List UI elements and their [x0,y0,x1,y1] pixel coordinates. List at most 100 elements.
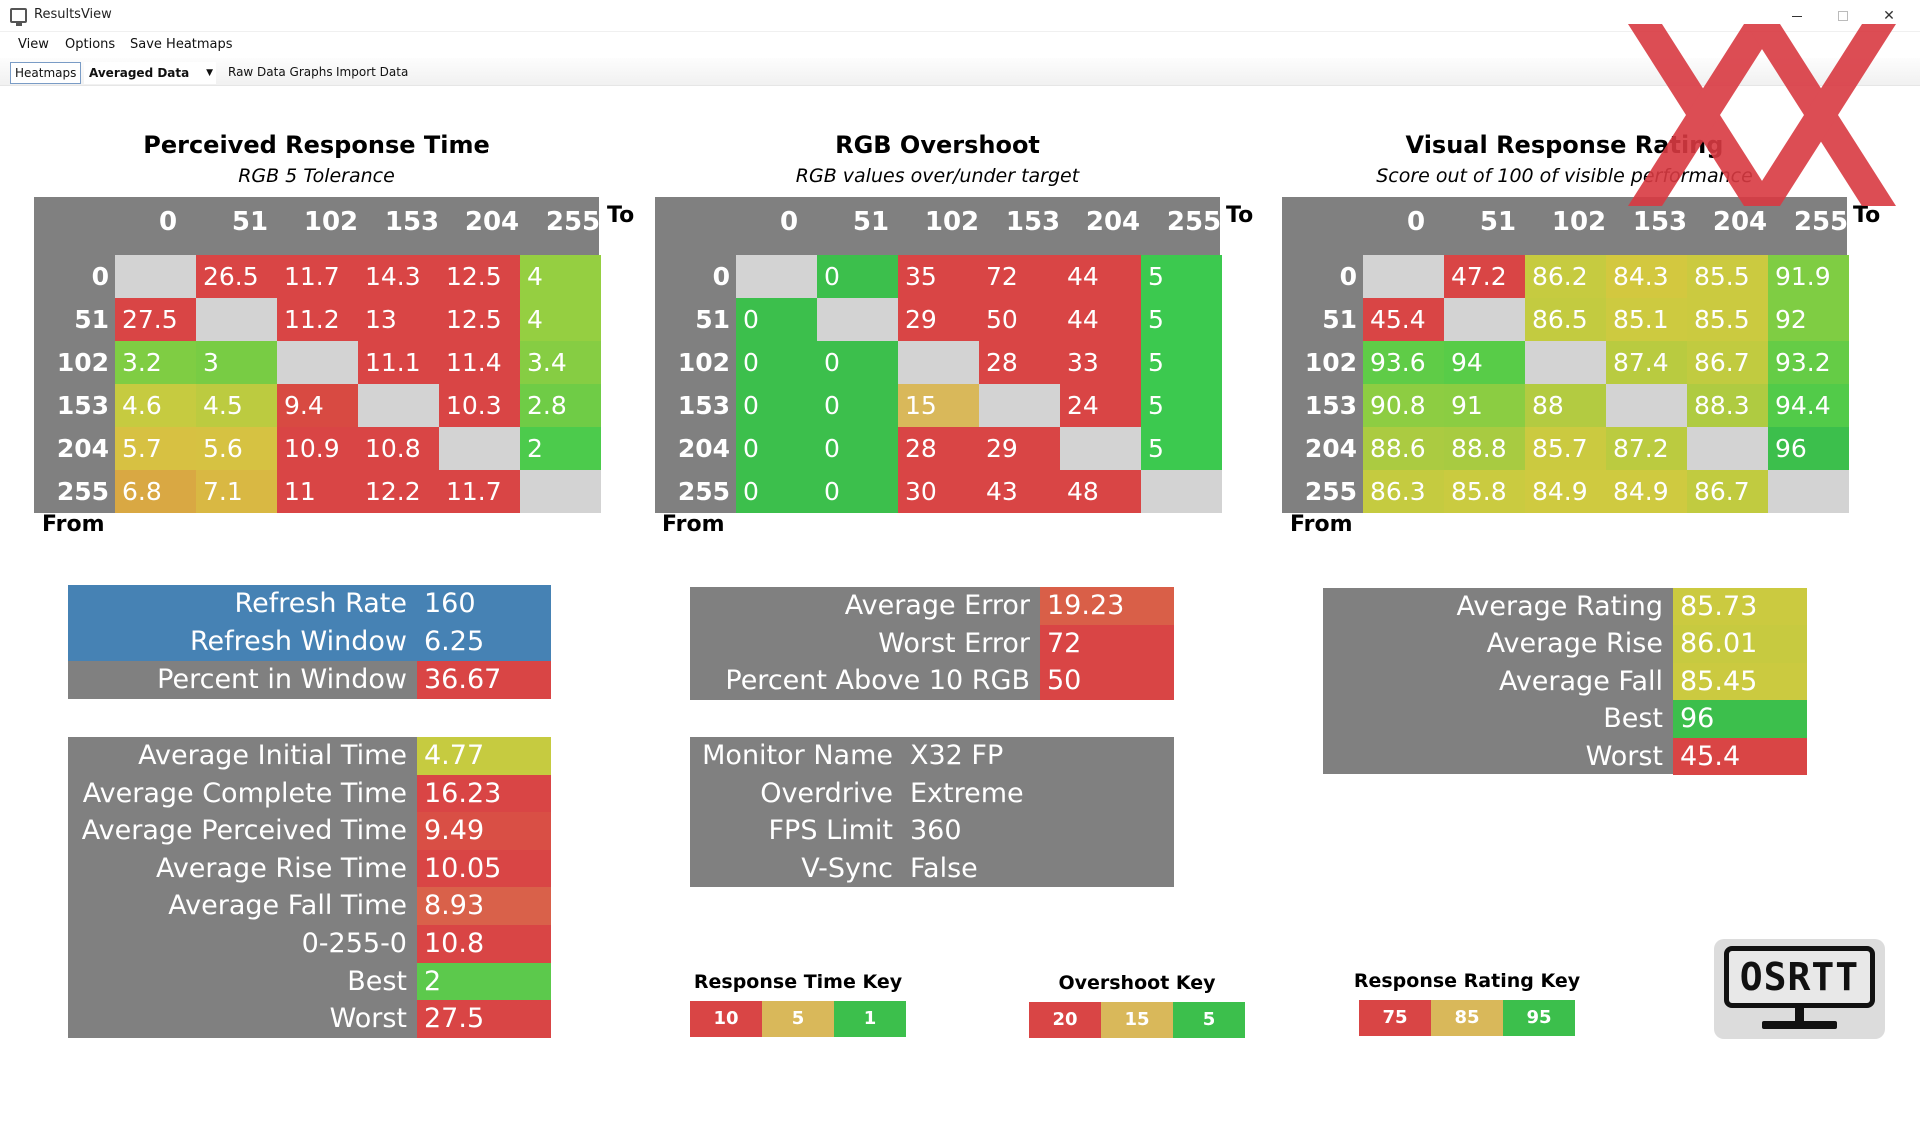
column-label: 255 [1793,207,1849,237]
heatmap-cell [277,341,358,384]
column-label: 153 [384,207,440,237]
stat-row: Worst Error 72 [690,624,1174,663]
heatmap-cell: 96 [1768,427,1849,470]
heatmap-cell: 5 [1141,255,1222,298]
stat-row: Overdrive Extreme [690,775,1174,813]
stat-value: X32 FP [910,740,1004,771]
stat-row: Best 2 [68,962,551,1001]
heatmap-cell: 92 [1768,298,1849,341]
heatmap-cell [898,341,979,384]
heatmap-cell: 0 [736,341,817,384]
column-label: 51 [1479,207,1517,237]
stat-value: 72 [1040,624,1174,663]
heatmap-cell: 0 [736,470,817,513]
column-label: 0 [779,207,799,237]
minimize-icon [1792,15,1802,17]
rating-stats-panel: Average Rating 85.73 Average Rise 86.01 Aver… [1323,588,1807,775]
column-label: 153 [1632,207,1688,237]
key-title: Overshoot Key [1058,972,1216,994]
heatmap-cell: 5 [1141,427,1222,470]
heatmap-cell: 91.9 [1768,255,1849,298]
heatmap-cell [1141,470,1222,513]
osrtt-logo: OSRTT [1714,939,1885,1039]
heatmap-cell: 93.2 [1768,341,1849,384]
heatmap-cell: 10.9 [277,427,358,470]
stat-label: Worst [1585,740,1663,772]
heatmap-cell: 5.6 [196,427,277,470]
heatmap-cell: 44 [1060,255,1141,298]
key-cell: 5 [762,1001,834,1037]
menu-save-heatmaps[interactable]: Save Heatmaps [130,37,233,52]
import-data-button[interactable]: Import Data [336,65,409,79]
data-select-dropdown[interactable]: Averaged Data ▼ [84,62,216,84]
heatmap-cell: 35 [898,255,979,298]
logo-text: OSRTT [1739,955,1860,999]
stat-label: Worst Error [878,627,1030,659]
heatmap-cell: 84.9 [1525,470,1606,513]
column-label: 153 [1005,207,1061,237]
heatmap-cell: 5.7 [115,427,196,470]
column-label: 255 [545,207,601,237]
stat-row: Worst 45.4 [1323,737,1807,775]
heatmap-cell: 91 [1444,384,1525,427]
menu-view[interactable]: View [18,37,49,52]
stat-row: Refresh Rate 160 [68,585,551,623]
heatmap-cell [520,470,601,513]
stat-label: Average Error [844,590,1030,621]
close-button[interactable]: ✕ [1866,0,1912,32]
raw-data-graphs-button[interactable]: Raw Data Graphs [228,65,333,79]
heatmap-cell: 85.1 [1606,298,1687,341]
heatmap-cell: 11 [277,470,358,513]
key-cell: 1 [834,1001,906,1037]
app-monitor-icon [10,8,27,26]
monitor-icon: OSRTT [1724,946,1875,1008]
xx-watermark-icon [1628,24,1896,206]
toolbar: Heatmaps Averaged Data ▼ Raw Data Graphs… [0,58,1920,86]
heatmap-cell: 87.2 [1606,427,1687,470]
row-label: 51 [34,298,115,341]
stat-value: 19.23 [1040,587,1174,625]
column-label: 102 [1551,207,1607,237]
maximize-button[interactable] [1820,0,1866,32]
key-cell: 75 [1359,1000,1431,1036]
stat-value: 96 [1673,700,1807,738]
key-cell: 15 [1101,1002,1173,1038]
heatmap-cell: 27.5 [115,298,196,341]
row-label: 204 [1282,427,1363,470]
heatmap-response-time: 0 51 102 153 204 255 0 26.5 11.7 14.3 12.5 4 51 27.5 1… [34,197,601,513]
heatmap-cell: 12.5 [439,298,520,341]
to-label: To [1853,203,1881,228]
row-label: 0 [655,255,736,298]
minimize-button[interactable] [1774,0,1820,32]
heatmap-cell: 10.8 [358,427,439,470]
tab-heatmaps[interactable]: Heatmaps [10,62,82,84]
stat-label: Average Rating [1456,591,1663,622]
heatmap-cell: 94.4 [1768,384,1849,427]
heatmap-cell: 5 [1141,298,1222,341]
heatmap-cell: 13 [358,298,439,341]
heatmap-cell: 86.7 [1687,470,1768,513]
stat-value: 27.5 [417,1000,551,1038]
heatmap-cell: 94 [1444,341,1525,384]
stat-label: Average Rise [1486,628,1663,660]
key-cell: 85 [1431,1000,1503,1036]
stat-label: Best [1603,703,1663,735]
to-label: To [607,203,635,228]
heatmap-cell: 11.7 [439,470,520,513]
row-label: 255 [655,470,736,513]
stat-row: Average Rise 86.01 [1323,625,1807,663]
heatmap-cell: 12.5 [439,255,520,298]
heatmap-cell [439,427,520,470]
heatmap-cell: 48 [1060,470,1141,513]
stat-value: 45.4 [1673,737,1807,775]
row-label: 255 [1282,470,1363,513]
heatmap-cell [1768,470,1849,513]
stat-label: Average Fall [1498,665,1663,697]
window-title: ResultsView [34,7,112,22]
heatmap-cell: 88.6 [1363,427,1444,470]
row-label: 102 [1282,341,1363,384]
stat-value: 85.45 [1673,662,1807,701]
menu-options[interactable]: Options [65,37,116,52]
heatmap-cell: 3.4 [520,341,601,384]
stat-row: Best 96 [1323,700,1807,738]
